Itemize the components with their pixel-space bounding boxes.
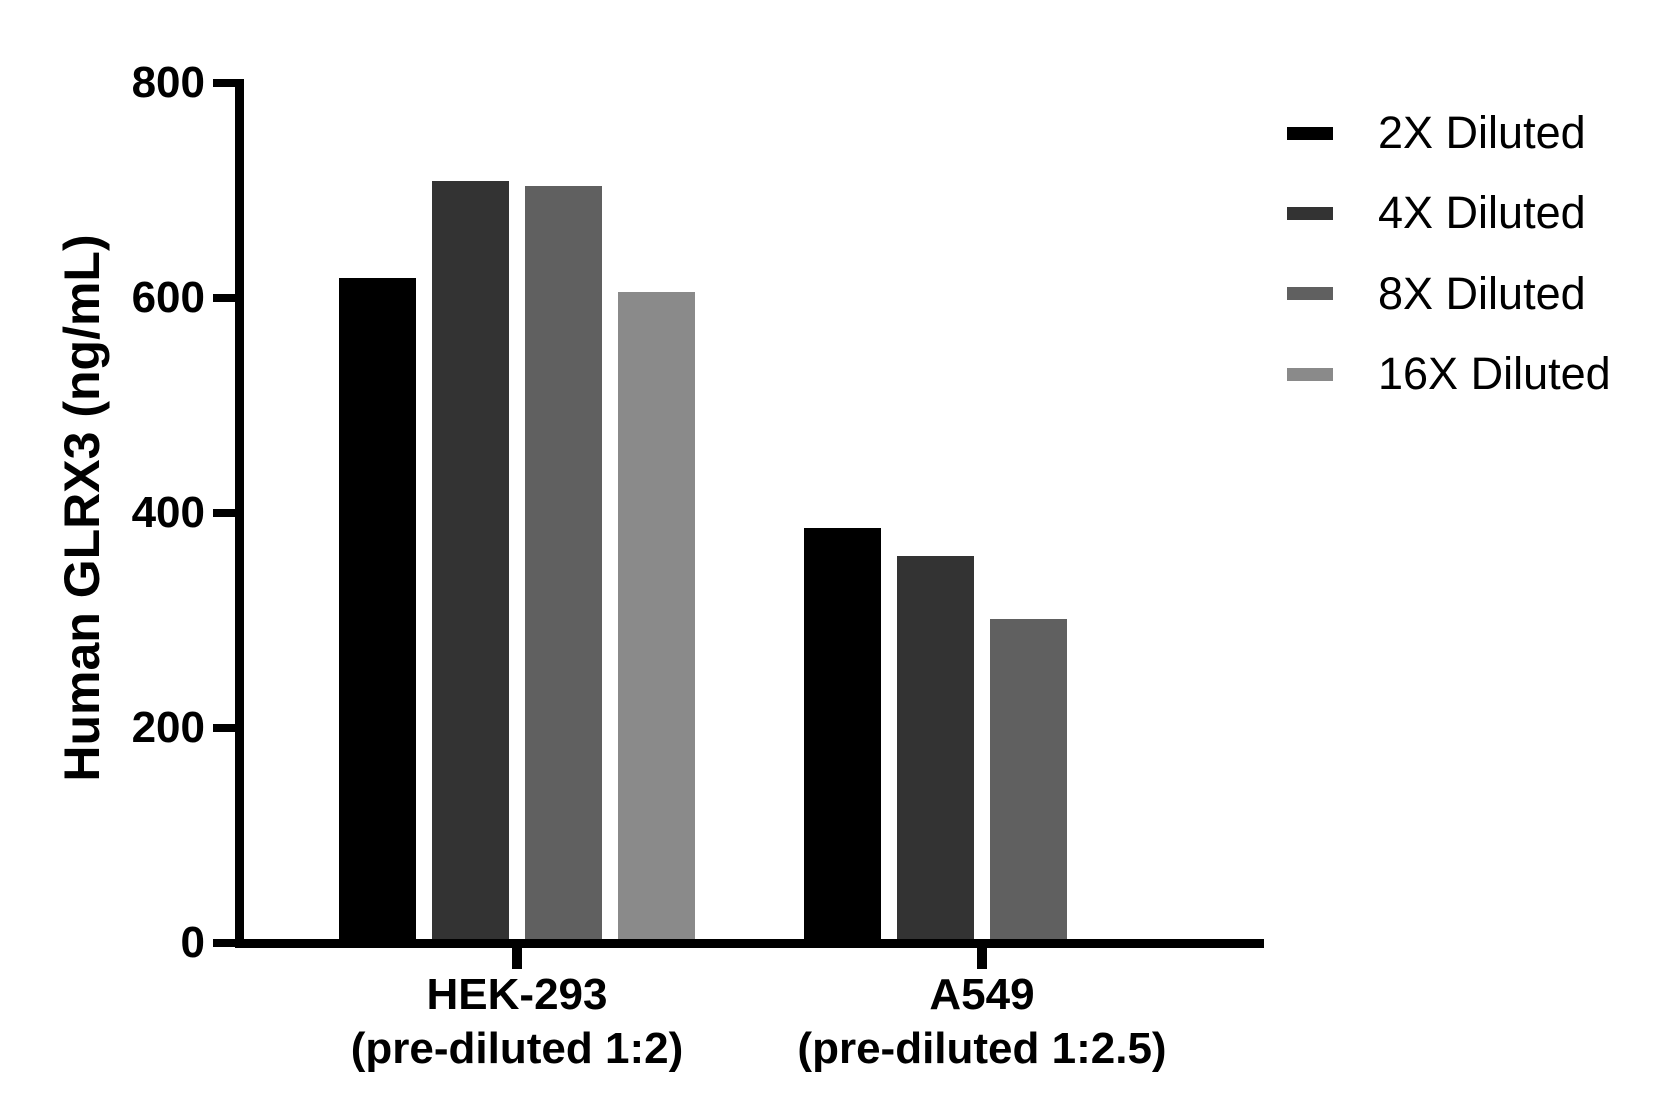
y-tick-600 bbox=[213, 294, 235, 302]
legend-swatch-4x-diluted bbox=[1287, 206, 1333, 220]
x-tick-hek-293 bbox=[512, 946, 522, 969]
legend-label-8x-diluted: 8X Diluted bbox=[1378, 267, 1586, 319]
bar-hek-293-2x-diluted bbox=[339, 277, 416, 943]
y-tick-label-800: 800 bbox=[131, 58, 205, 107]
y-tick-800 bbox=[213, 79, 235, 87]
y-tick-label-400: 400 bbox=[131, 488, 205, 537]
y-tick-label-200: 200 bbox=[131, 703, 205, 752]
legend-swatch-16x-diluted bbox=[1287, 367, 1333, 381]
bar-a549-2x-diluted bbox=[804, 528, 881, 943]
x-label-hek-293: HEK-293 (pre-diluted 1:2) bbox=[217, 968, 817, 1076]
legend-label-4x-diluted: 4X Diluted bbox=[1378, 187, 1586, 239]
bar-a549-4x-diluted bbox=[897, 556, 974, 943]
bar-hek-293-16x-diluted bbox=[618, 291, 695, 943]
x-label-line2: (pre-diluted 1:2) bbox=[350, 1024, 684, 1073]
y-tick-200 bbox=[213, 724, 235, 732]
legend-label-16x-diluted: 16X Diluted bbox=[1378, 348, 1611, 400]
y-tick-400 bbox=[213, 509, 235, 517]
legend-label-2x-diluted: 2X Diluted bbox=[1378, 107, 1586, 158]
bar-hek-293-8x-diluted bbox=[525, 186, 602, 943]
y-tick-label-600: 600 bbox=[131, 273, 205, 322]
y-axis-line bbox=[235, 79, 244, 948]
x-axis-line bbox=[235, 939, 1264, 948]
legend-swatch-2x-diluted bbox=[1287, 126, 1333, 140]
bar-hek-293-4x-diluted bbox=[432, 180, 509, 943]
bar-a549-8x-diluted bbox=[990, 619, 1067, 943]
y-tick-label-0: 0 bbox=[180, 918, 205, 967]
y-tick-0 bbox=[213, 939, 235, 947]
legend-swatch-8x-diluted bbox=[1287, 287, 1333, 301]
x-label-line1: HEK-293 bbox=[426, 970, 608, 1019]
x-label-line2: (pre-diluted 1:2.5) bbox=[797, 1024, 1167, 1073]
x-tick-a549 bbox=[977, 946, 987, 969]
x-label-a549: A549 (pre-diluted 1:2.5) bbox=[682, 968, 1282, 1076]
x-label-line1: A549 bbox=[929, 970, 1035, 1019]
